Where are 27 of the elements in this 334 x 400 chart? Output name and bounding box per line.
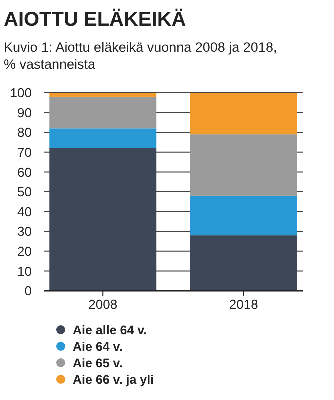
legend-label: Aie 65 v.	[73, 356, 123, 370]
legend-label: Aie 66 v. ja yli	[73, 372, 154, 387]
bar	[190, 236, 298, 291]
legend-label: Aie alle 64 v.	[73, 323, 148, 338]
y-tick-label: 10	[18, 264, 32, 279]
y-tick-label: 60	[18, 164, 32, 180]
legend-label: Aie 64 v.	[73, 340, 123, 354]
y-tick-label: 100	[10, 86, 32, 101]
y-tick-label: 30	[18, 224, 32, 240]
chart-title: AIOTTU ELÄKEIKÄ	[4, 8, 186, 31]
y-tick-label: 50	[18, 184, 32, 200]
y-tick-label: 20	[18, 244, 32, 259]
x-tick-label: 2018	[229, 297, 258, 312]
bar	[190, 196, 298, 236]
bar	[50, 93, 157, 97]
y-tick-label: 80	[18, 125, 32, 140]
y-tick-label: 90	[18, 105, 32, 120]
y-tick-label: 40	[18, 204, 32, 220]
bar	[190, 93, 298, 135]
bar	[50, 96, 157, 129]
chart-subtitle: Kuvio 1: Aiottu eläkeikä vuonna 2008 ja 2018, % vastanneista	[4, 40, 278, 72]
y-tick-label: 70	[18, 144, 32, 160]
y-tick-label: 0	[24, 284, 32, 299]
x-tick-label: 2008	[88, 297, 118, 312]
bar	[190, 134, 298, 196]
bar	[50, 128, 157, 148]
bar	[50, 148, 157, 291]
